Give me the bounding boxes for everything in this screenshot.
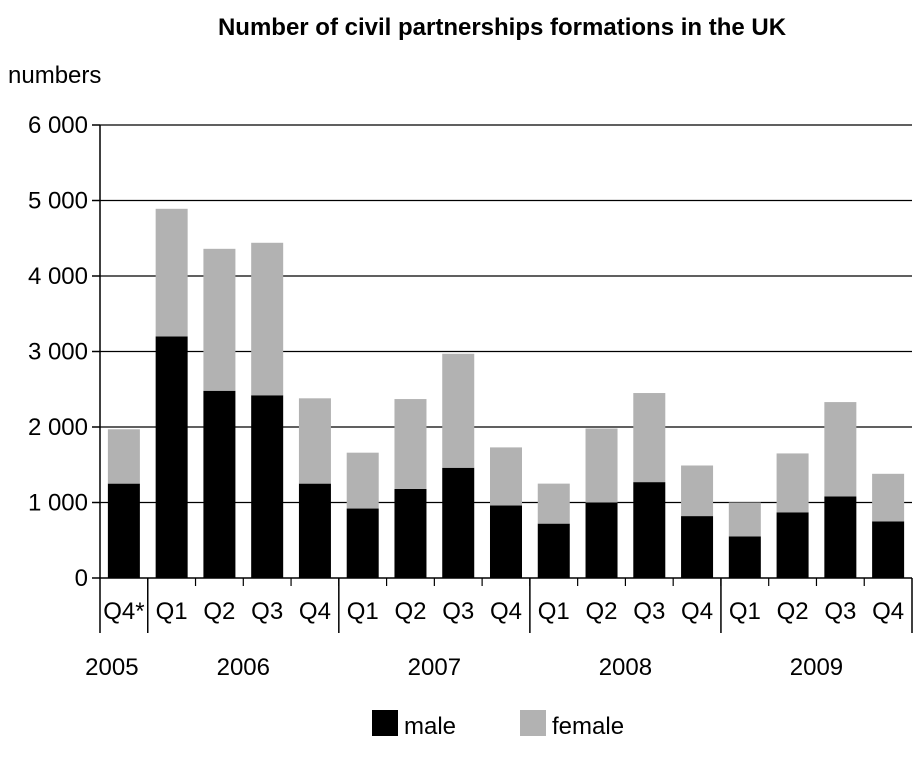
year-labels: 2005 2006 2007 2008 2009 [85,654,843,681]
bar-female [776,453,809,513]
y-tick-label: 4 000 [28,263,88,290]
y-tick-label: 1 000 [28,490,88,517]
bar-male [346,508,379,578]
bar-female [824,402,857,497]
bar-female [155,208,188,337]
bar-male [776,512,809,578]
bar-male [489,505,523,578]
year-label: 2007 [408,654,461,681]
bar-female [394,399,427,489]
x-tick-label: Q3 [442,598,474,625]
bar-female [251,242,284,396]
bar-female [346,452,379,509]
x-tick-label: Q2 [586,598,618,625]
year-label: 2009 [790,654,843,681]
x-tick-label: Q1 [538,598,570,625]
chart-title: Number of civil partnerships formations … [218,14,787,41]
bar-female [681,465,714,517]
x-tick-label: Q3 [824,598,856,625]
x-tick-label: Q3 [633,598,665,625]
y-tick-label: 3 000 [28,339,88,366]
bar-female [203,248,236,391]
x-tick-label: Q4* [103,598,144,625]
bar-male [203,390,236,578]
y-tick-label: 2 000 [28,414,88,441]
bar-male [824,496,857,578]
y-tick-label: 6 000 [28,112,88,139]
bar-female [537,483,570,524]
bar-male [728,536,761,578]
bar-male [537,523,570,578]
x-tick-label: Q3 [251,598,283,625]
bar-male [394,488,427,578]
bar-male [155,336,188,578]
y-tick-labels: 0 1 000 2 000 3 000 4 000 5 000 6 000 [28,112,88,592]
x-tick-label: Q4 [299,598,331,625]
bar-female [298,398,331,484]
bars [107,208,905,578]
y-tick-label: 0 [75,565,88,592]
x-tick-label: Q1 [347,598,379,625]
legend: male female [372,710,624,740]
x-tick-label: Q4 [681,598,713,625]
x-tick-label: Q2 [394,598,426,625]
x-tick-label: Q1 [729,598,761,625]
bar-female [585,428,618,503]
x-tick-label: Q2 [203,598,235,625]
y-tick-label: 5 000 [28,188,88,215]
bar-male [585,502,618,578]
x-tick-label: Q4 [872,598,904,625]
bar-male [681,516,714,578]
bar-male [298,483,331,578]
year-label: 2008 [599,654,652,681]
y-axis-label: numbers [8,62,101,89]
year-label: 2006 [217,654,270,681]
bar-female [107,429,140,484]
axes [92,124,913,633]
bar-male [251,395,284,578]
bar-female [872,473,905,522]
year-label: 2005 [85,654,138,681]
bar-female [728,502,761,537]
bar-female [442,353,475,468]
bar-male [107,483,140,578]
bar-male [442,467,475,578]
bar-female [633,393,666,483]
x-tick-labels: Q4* Q1 Q2 Q3 Q4 Q1 Q2 Q3 Q4 Q1 Q2 Q3 Q4 Q1 Q2 Q3 Q4 [103,598,904,625]
x-tick-label: Q1 [156,598,188,625]
legend-swatch-female [520,710,546,736]
bar-male [633,482,666,578]
x-tick-label: Q2 [777,598,809,625]
legend-label-female: female [552,713,624,740]
bar-female [489,447,523,506]
bar-male [872,521,905,578]
x-tick-label: Q4 [490,598,522,625]
legend-label-male: male [404,713,456,740]
legend-swatch-male [372,710,398,736]
